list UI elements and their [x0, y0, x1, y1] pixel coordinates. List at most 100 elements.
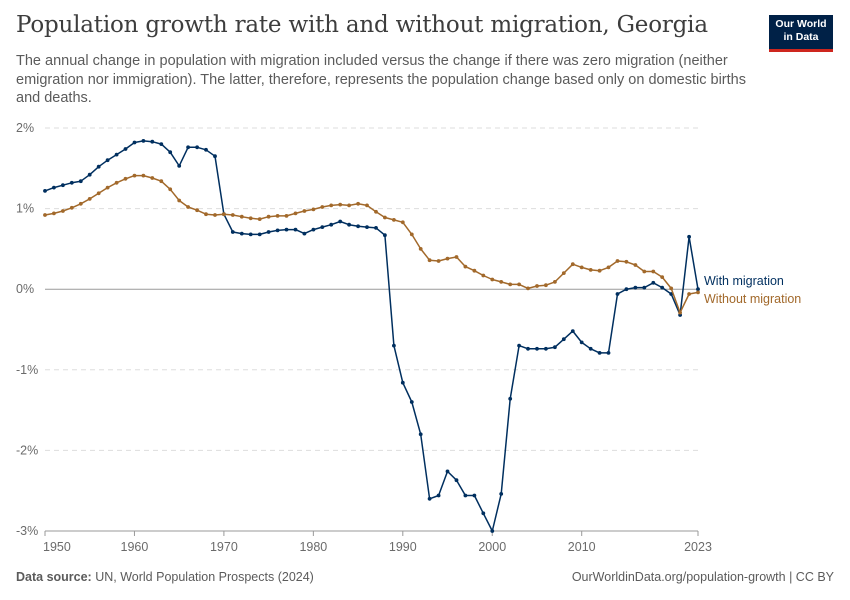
data-point [597, 351, 602, 355]
data-point [311, 227, 316, 232]
data-point [329, 222, 334, 227]
data-point [472, 268, 477, 273]
series-label: With migration [704, 274, 784, 288]
data-point [177, 198, 182, 203]
data-point [257, 232, 262, 237]
data-point [141, 139, 146, 143]
data-point [230, 213, 235, 217]
x-tick-label: 1990 [389, 540, 417, 554]
data-point [284, 214, 289, 218]
data-point [52, 185, 56, 190]
data-point [517, 282, 521, 287]
data-point [409, 400, 414, 404]
data-point [239, 231, 244, 236]
data-point [87, 172, 92, 177]
x-tick-label: 1970 [210, 540, 238, 554]
data-point [284, 227, 289, 232]
data-point [445, 469, 450, 474]
grid-lines [45, 127, 698, 532]
data-point [204, 212, 208, 217]
data-point [517, 343, 521, 348]
logo-line-1: Our World [775, 18, 827, 30]
data-point [454, 478, 459, 483]
x-tick-label: 2000 [478, 540, 506, 554]
data-point [195, 145, 200, 150]
data-point [266, 230, 271, 234]
series-line [44, 174, 699, 314]
data-point [409, 232, 414, 237]
data-point [275, 228, 280, 233]
data-point [78, 201, 83, 206]
data-point [481, 511, 486, 516]
data-point [239, 214, 244, 219]
data-point [481, 273, 486, 278]
data-point [490, 529, 495, 533]
data-point [436, 259, 441, 263]
owid-logo[interactable]: Our World in Data [769, 15, 833, 52]
data-point [105, 158, 110, 163]
data-point [168, 187, 173, 192]
data-point [436, 493, 441, 498]
data-point [445, 256, 450, 261]
x-tick-label: 1950 [43, 540, 71, 554]
data-point [463, 264, 468, 269]
data-point [678, 310, 682, 315]
data-point [660, 285, 665, 290]
data-point [204, 147, 208, 152]
data-point [257, 217, 262, 222]
data-point [615, 259, 620, 263]
data-point [696, 290, 700, 295]
data-point [427, 496, 432, 501]
data-point [356, 201, 360, 206]
data-point [579, 340, 584, 345]
data-point [150, 139, 155, 144]
data-point [105, 185, 110, 190]
data-source-label: Data source: [16, 570, 92, 584]
x-tick-label: 1980 [299, 540, 327, 554]
data-point [508, 282, 513, 287]
data-point [213, 213, 217, 217]
source-link-text[interactable]: OurWorldinData.org/population-growth | C… [571, 570, 834, 584]
data-point [168, 150, 173, 155]
data-point [96, 191, 101, 196]
data-point [597, 268, 602, 273]
data-point [561, 271, 566, 275]
data-point [69, 180, 74, 185]
data-point [606, 265, 611, 270]
data-point [579, 265, 584, 270]
y-tick-label: 2% [16, 121, 34, 135]
data-point [159, 142, 164, 147]
data-point [499, 280, 504, 284]
data-point [96, 164, 101, 169]
data-point [374, 209, 378, 214]
series-labels: With migration Without migration [704, 274, 801, 306]
data-point [624, 287, 629, 292]
chart-subtitle: The annual change in population with mig… [16, 53, 746, 106]
data-point [427, 258, 432, 263]
data-point [123, 176, 128, 181]
data-point [132, 173, 137, 178]
data-point [642, 285, 647, 290]
x-tick-label: 2023 [684, 540, 712, 554]
data-point [356, 224, 360, 229]
data-point [114, 180, 119, 185]
data-point [365, 203, 369, 208]
data-point [499, 492, 504, 496]
data-point [454, 255, 459, 259]
data-point [374, 226, 378, 230]
x-tick-label: 2010 [568, 540, 596, 554]
data-point [61, 183, 65, 188]
data-point [248, 216, 253, 221]
data-point [553, 280, 557, 284]
x-tick-label: 1960 [121, 540, 149, 554]
data-point [383, 233, 387, 238]
axes: -3% -2% -1% 0% 1% 2% 1950 1960 1970 1980 1990 2000 2… [16, 121, 712, 554]
data-point [696, 287, 700, 292]
data-point [311, 207, 316, 212]
data-point [615, 292, 620, 296]
source-link[interactable]: OurWorldinData.org/population-growth | C… [572, 570, 834, 584]
data-point [329, 203, 334, 208]
data-point [651, 280, 656, 285]
data-point [320, 225, 325, 230]
series-line [44, 140, 699, 532]
